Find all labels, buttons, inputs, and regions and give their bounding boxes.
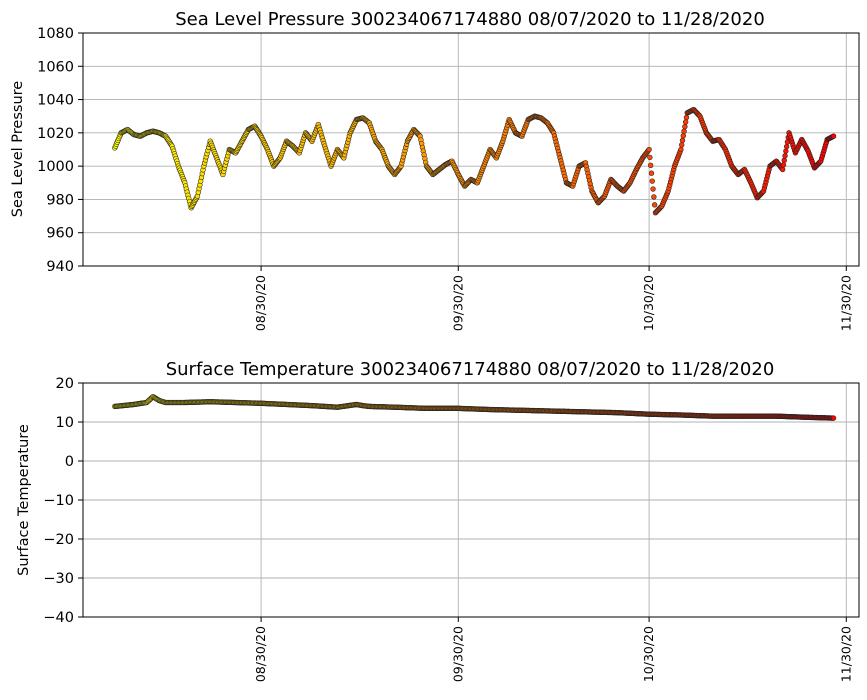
y-tick-label: 960 xyxy=(46,226,74,242)
y-tick-label: 980 xyxy=(46,192,74,208)
data-point xyxy=(830,133,837,139)
temperature-x-ticks: 08/30/20 09/30/20 10/30/20 11/30/20 xyxy=(253,617,853,682)
data-point xyxy=(651,194,657,200)
y-tick-label: 1000 xyxy=(37,159,74,175)
data-point xyxy=(680,133,686,139)
x-tick-label: 09/30/20 xyxy=(450,275,465,331)
y-tick-label: 20 xyxy=(56,376,74,392)
data-point xyxy=(648,170,655,176)
temperature-series xyxy=(112,393,837,421)
data-point xyxy=(646,146,652,153)
y-tick-label: −10 xyxy=(43,493,74,509)
data-point xyxy=(647,154,653,161)
x-tick-label: 08/30/20 xyxy=(253,275,268,331)
data-point xyxy=(779,166,786,173)
data-point xyxy=(651,202,658,208)
data-point xyxy=(783,148,789,154)
y-tick-label: 1080 xyxy=(37,26,74,42)
y-tick-label: 10 xyxy=(56,415,74,431)
pressure-axes-frame xyxy=(82,32,860,267)
pressure-title: Sea Level Pressure 300234067174880 08/07… xyxy=(175,9,765,30)
x-tick-label: 09/30/20 xyxy=(450,626,465,682)
y-tick-label: 1020 xyxy=(37,126,74,142)
data-point xyxy=(650,186,656,192)
x-tick-label: 10/30/20 xyxy=(641,626,656,682)
x-tick-label: 11/30/20 xyxy=(838,626,853,682)
x-tick-label: 10/30/20 xyxy=(641,275,656,331)
data-point xyxy=(679,142,685,148)
data-point xyxy=(648,162,654,168)
pressure-y-ticks: 940 960 980 1000 1020 1040 1060 1080 xyxy=(37,26,83,275)
pressure-series xyxy=(112,106,837,216)
x-tick-label: 08/30/20 xyxy=(253,626,268,682)
y-tick-label: 0 xyxy=(65,454,74,470)
y-tick-label: −20 xyxy=(43,532,74,548)
y-tick-label: 940 xyxy=(46,259,74,275)
data-point xyxy=(678,146,684,153)
x-tick-label: 11/30/20 xyxy=(838,275,853,331)
temperature-y-ticks: −40 −30 −20 −10 0 10 20 xyxy=(43,376,83,626)
y-tick-label: 1040 xyxy=(37,93,74,109)
data-point xyxy=(649,178,655,184)
temperature-title: Surface Temperature 300234067174880 08/0… xyxy=(166,359,775,380)
data-point xyxy=(681,128,687,134)
data-point xyxy=(783,143,790,150)
data-point xyxy=(682,119,689,125)
data-point xyxy=(683,114,690,121)
data-point xyxy=(781,157,787,163)
data-point xyxy=(682,123,688,130)
temperature-y-label: Surface Temperature xyxy=(16,424,32,576)
temperature-panel: Surface Temperature 300234067174880 08/0… xyxy=(16,359,860,682)
data-point xyxy=(782,153,788,159)
data-point xyxy=(780,162,787,168)
data-point xyxy=(679,137,686,144)
pressure-grid xyxy=(83,32,859,267)
y-tick-label: 1060 xyxy=(37,59,74,75)
pressure-x-ticks: 08/30/20 09/30/20 10/30/20 11/30/20 xyxy=(253,266,853,331)
pressure-y-label: Sea Level Pressure xyxy=(10,81,26,217)
pressure-panel: Sea Level Pressure 300234067174880 08/07… xyxy=(10,9,860,331)
data-point xyxy=(830,415,837,421)
y-tick-label: −40 xyxy=(43,610,74,626)
y-tick-label: −30 xyxy=(43,571,74,587)
